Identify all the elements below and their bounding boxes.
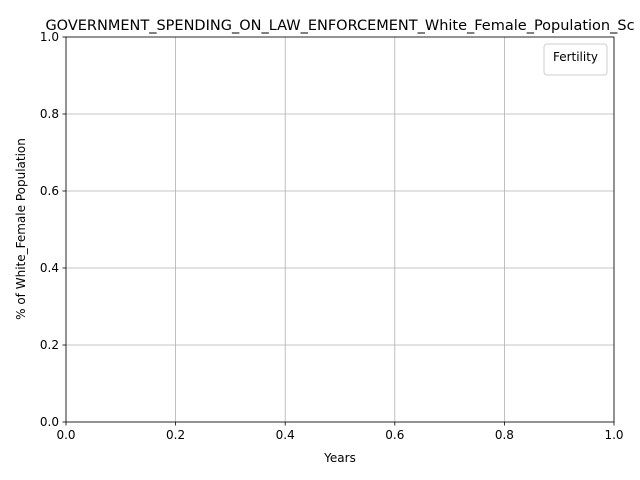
legend-box	[543, 43, 608, 76]
chart-title: GOVERNMENT_SPENDING_ON_LAW_ENFORCEMENT_W…	[45, 18, 634, 34]
y-tick-label: 0.8	[40, 107, 59, 121]
y-tick-label: 1.0	[40, 30, 59, 44]
x-tick-label: 0.0	[56, 428, 75, 442]
x-axis-title: Years	[323, 451, 356, 465]
plot-area-frame	[65, 36, 615, 423]
x-tick-label: 0.6	[385, 428, 404, 442]
y-axis-title: % of White_Female Population	[14, 138, 28, 320]
x-tick-label: 1.0	[604, 428, 623, 442]
grid	[65, 36, 615, 423]
x-tick-label: 0.4	[276, 428, 295, 442]
x-tick-label: 0.2	[166, 428, 185, 442]
y-tick-label: 0.2	[40, 338, 59, 352]
y-tick-label: 0.0	[40, 415, 59, 429]
x-tick-label: 0.8	[495, 428, 514, 442]
y-tick-label: 0.6	[40, 184, 59, 198]
y-ticks: 0.0 0.2 0.4 0.6 0.8 1.0	[40, 30, 66, 429]
y-tick-label: 0.4	[40, 261, 59, 275]
legend: Fertility	[543, 43, 608, 76]
x-ticks: 0.0 0.2 0.4 0.6 0.8 1.0	[56, 422, 624, 442]
axes	[65, 36, 615, 423]
legend-title: Fertility	[553, 50, 598, 64]
